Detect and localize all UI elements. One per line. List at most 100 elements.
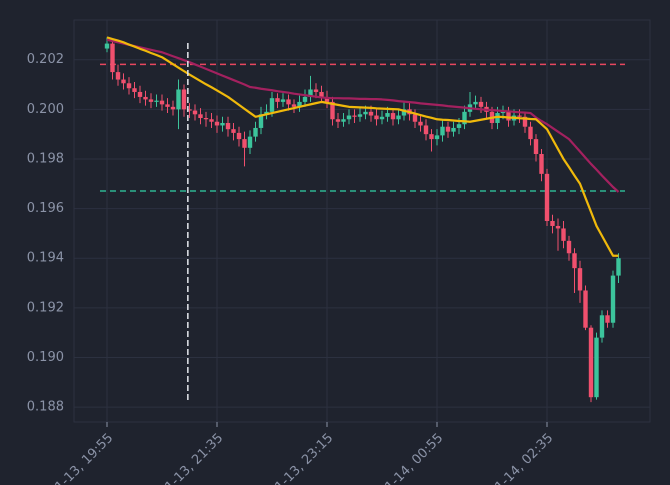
candle-body bbox=[357, 114, 363, 117]
candle bbox=[324, 90, 330, 109]
candle-body bbox=[522, 116, 528, 127]
candle bbox=[159, 94, 165, 111]
candle bbox=[396, 109, 401, 125]
candle bbox=[214, 115, 220, 133]
candle-body bbox=[588, 327, 594, 398]
candle-body bbox=[253, 127, 258, 137]
candle-body bbox=[341, 119, 346, 122]
candle-body bbox=[225, 122, 231, 130]
candle-body bbox=[363, 111, 368, 115]
candle-body bbox=[335, 119, 341, 122]
candle bbox=[423, 119, 429, 141]
candle-body bbox=[280, 99, 286, 102]
candle bbox=[533, 134, 539, 162]
candle-body bbox=[247, 136, 253, 148]
candle bbox=[225, 116, 231, 137]
candle bbox=[236, 126, 242, 147]
candle bbox=[302, 89, 308, 107]
candle-body bbox=[236, 132, 242, 140]
candle-body bbox=[198, 114, 203, 119]
candle-body bbox=[104, 43, 110, 49]
candle-body bbox=[143, 96, 148, 100]
candle-body bbox=[423, 125, 429, 135]
candle-body bbox=[374, 115, 379, 120]
x-tick-label: 01-14, 00:55 bbox=[377, 431, 447, 485]
candle-body bbox=[137, 91, 143, 97]
candle-body bbox=[319, 91, 324, 97]
candle bbox=[341, 113, 346, 127]
candle bbox=[115, 64, 121, 86]
y-tick-label: 0.192 bbox=[27, 300, 64, 315]
candle-body bbox=[451, 127, 456, 132]
candle bbox=[176, 79, 181, 130]
candle-body bbox=[346, 115, 352, 120]
candle-body bbox=[192, 110, 198, 115]
candle bbox=[126, 77, 132, 95]
candle-body bbox=[434, 135, 440, 140]
moving-average-line bbox=[106, 38, 620, 193]
candle bbox=[143, 90, 148, 106]
candle-body bbox=[517, 115, 522, 117]
candle bbox=[561, 221, 566, 249]
candle-body bbox=[616, 258, 621, 276]
candle-body bbox=[148, 99, 154, 102]
candle bbox=[352, 109, 357, 123]
candle bbox=[566, 235, 572, 261]
candle bbox=[577, 260, 583, 303]
candle bbox=[280, 93, 286, 107]
candle-body bbox=[159, 100, 165, 105]
candle-body bbox=[440, 126, 445, 136]
candle-body bbox=[302, 96, 308, 102]
candle bbox=[286, 94, 291, 111]
candle-body bbox=[165, 104, 170, 107]
candle bbox=[242, 131, 247, 167]
candle-body bbox=[572, 253, 577, 269]
candle-body bbox=[385, 113, 390, 117]
candle bbox=[275, 93, 280, 109]
candle bbox=[544, 168, 550, 226]
candle-body bbox=[396, 115, 401, 120]
candle-body bbox=[275, 98, 280, 102]
candle bbox=[154, 94, 159, 107]
candle-body bbox=[550, 221, 555, 226]
y-tick-label: 0.200 bbox=[27, 102, 64, 117]
candle bbox=[379, 110, 385, 125]
y-tick-label: 0.198 bbox=[27, 151, 64, 166]
candle-body bbox=[132, 88, 137, 92]
y-tick-label: 0.196 bbox=[27, 201, 64, 216]
candle-body bbox=[473, 101, 478, 105]
y-tick-label: 0.202 bbox=[27, 52, 64, 67]
candle-body bbox=[154, 100, 159, 102]
candle bbox=[110, 39, 115, 80]
candle bbox=[181, 84, 187, 117]
candle bbox=[165, 98, 170, 114]
candle bbox=[434, 129, 440, 146]
candle bbox=[539, 149, 544, 182]
candle-body bbox=[126, 83, 132, 89]
candle bbox=[121, 73, 126, 90]
candle-body bbox=[462, 111, 467, 125]
candle bbox=[616, 253, 621, 284]
candle bbox=[418, 115, 423, 132]
candle-body bbox=[412, 114, 418, 122]
candle-body bbox=[220, 122, 225, 126]
candle-body bbox=[577, 268, 583, 291]
candle bbox=[451, 121, 456, 137]
candle-body bbox=[203, 118, 209, 120]
candle-body bbox=[170, 106, 176, 110]
candle bbox=[390, 108, 396, 126]
candle bbox=[572, 248, 577, 293]
x-tick-label: 01-13, 19:55 bbox=[47, 431, 117, 485]
candle bbox=[335, 113, 341, 128]
candle-body bbox=[115, 72, 121, 80]
candle-body bbox=[286, 99, 291, 105]
candle bbox=[253, 121, 258, 142]
candle-body bbox=[176, 89, 181, 110]
candle-body bbox=[544, 173, 550, 221]
candle bbox=[429, 129, 434, 152]
candle-body bbox=[528, 126, 533, 140]
candle bbox=[297, 95, 302, 112]
candle bbox=[346, 109, 352, 125]
candle bbox=[374, 109, 379, 126]
y-tick-label: 0.188 bbox=[27, 400, 64, 415]
